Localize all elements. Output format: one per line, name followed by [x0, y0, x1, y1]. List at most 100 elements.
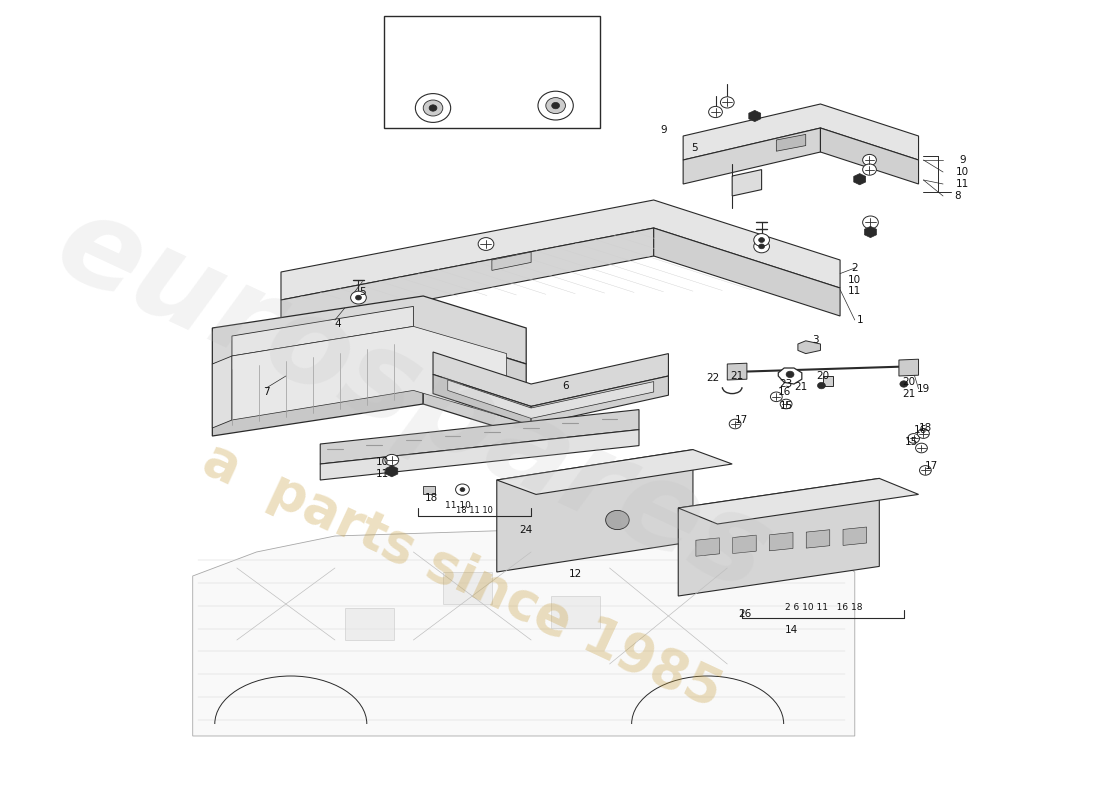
Polygon shape: [821, 128, 918, 184]
Text: 15: 15: [905, 437, 918, 446]
Circle shape: [917, 429, 930, 438]
Polygon shape: [865, 226, 877, 238]
Circle shape: [416, 94, 451, 122]
Polygon shape: [679, 478, 918, 524]
Text: 5: 5: [359, 287, 365, 297]
Polygon shape: [733, 170, 761, 196]
Text: 6: 6: [562, 381, 569, 390]
Polygon shape: [683, 104, 918, 160]
Polygon shape: [531, 54, 575, 78]
Text: 7: 7: [263, 387, 270, 397]
Polygon shape: [683, 128, 821, 184]
Text: 10: 10: [848, 275, 861, 285]
Polygon shape: [320, 410, 639, 464]
Text: 2: 2: [851, 263, 858, 273]
Circle shape: [708, 106, 723, 118]
Polygon shape: [733, 535, 756, 554]
Text: 8: 8: [955, 191, 961, 201]
Polygon shape: [696, 538, 719, 556]
Circle shape: [900, 381, 908, 387]
Text: 26: 26: [738, 609, 751, 618]
Text: 14: 14: [784, 626, 798, 635]
Text: 10: 10: [956, 167, 969, 177]
Text: eurospares: eurospares: [39, 184, 789, 616]
Polygon shape: [854, 174, 866, 185]
Circle shape: [460, 488, 465, 491]
Circle shape: [424, 100, 443, 116]
Text: 10: 10: [375, 458, 388, 467]
Polygon shape: [749, 110, 761, 122]
Circle shape: [780, 399, 792, 409]
Circle shape: [720, 97, 734, 108]
Circle shape: [385, 454, 398, 466]
Polygon shape: [433, 374, 531, 426]
Polygon shape: [679, 478, 879, 596]
Polygon shape: [443, 572, 492, 604]
Text: 15: 15: [780, 401, 793, 410]
Circle shape: [862, 216, 878, 229]
Text: 16: 16: [778, 387, 791, 397]
Polygon shape: [492, 252, 531, 270]
Circle shape: [606, 510, 629, 530]
Circle shape: [817, 382, 825, 389]
Text: 5: 5: [692, 143, 698, 153]
Polygon shape: [280, 200, 840, 300]
Text: 9: 9: [660, 126, 667, 135]
Text: 2 6 10 11   16 18: 2 6 10 11 16 18: [784, 602, 862, 612]
Text: 3: 3: [812, 335, 818, 345]
Polygon shape: [779, 368, 802, 384]
Circle shape: [759, 238, 764, 242]
Polygon shape: [386, 466, 398, 477]
Polygon shape: [212, 296, 526, 364]
Polygon shape: [551, 596, 600, 628]
Circle shape: [355, 295, 362, 300]
Polygon shape: [727, 363, 747, 380]
Text: 21: 21: [794, 382, 807, 392]
Text: 18: 18: [918, 423, 932, 433]
Polygon shape: [653, 228, 840, 316]
Text: 12: 12: [569, 570, 582, 579]
Text: 24: 24: [519, 525, 532, 534]
Text: 18 11 10: 18 11 10: [455, 506, 493, 515]
Polygon shape: [497, 450, 733, 494]
Circle shape: [908, 434, 920, 443]
Circle shape: [915, 443, 927, 453]
Polygon shape: [806, 530, 829, 548]
Circle shape: [455, 484, 470, 495]
Circle shape: [729, 419, 741, 429]
Circle shape: [862, 164, 877, 175]
Text: 19: 19: [916, 384, 931, 394]
Text: 21: 21: [730, 371, 744, 381]
Circle shape: [351, 291, 366, 304]
Polygon shape: [192, 524, 855, 736]
Polygon shape: [824, 376, 833, 386]
Text: 9: 9: [959, 155, 966, 165]
Polygon shape: [320, 430, 639, 480]
Text: 11: 11: [848, 286, 861, 296]
Text: a  parts since 1985: a parts since 1985: [195, 433, 729, 719]
Text: 20: 20: [816, 371, 829, 381]
Text: 4: 4: [334, 319, 341, 329]
Text: 1: 1: [857, 315, 864, 325]
Polygon shape: [433, 52, 482, 82]
Text: 22: 22: [706, 373, 719, 382]
Polygon shape: [280, 228, 653, 328]
Text: 23: 23: [780, 379, 793, 389]
Polygon shape: [777, 134, 805, 151]
Polygon shape: [424, 486, 434, 494]
Circle shape: [920, 466, 932, 475]
Circle shape: [862, 154, 877, 166]
Text: 20: 20: [902, 378, 915, 387]
Polygon shape: [344, 608, 394, 640]
Circle shape: [478, 238, 494, 250]
Text: 17: 17: [925, 461, 938, 470]
Polygon shape: [448, 380, 653, 418]
Polygon shape: [497, 450, 693, 572]
Text: 18: 18: [425, 493, 438, 502]
Text: 17: 17: [735, 415, 748, 425]
Circle shape: [538, 91, 573, 120]
Text: 21: 21: [902, 389, 915, 398]
Polygon shape: [398, 72, 585, 118]
Polygon shape: [433, 46, 580, 84]
Circle shape: [552, 102, 560, 109]
